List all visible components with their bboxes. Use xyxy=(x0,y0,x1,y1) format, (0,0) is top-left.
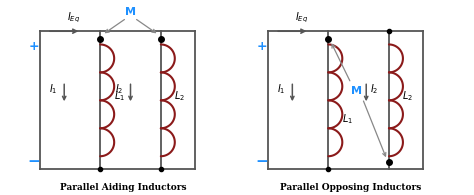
Text: $I_1$: $I_1$ xyxy=(277,82,285,96)
Text: +: + xyxy=(28,40,39,53)
Text: Parallel Aiding Inductors: Parallel Aiding Inductors xyxy=(60,183,186,192)
Text: Parallel Opposing Inductors: Parallel Opposing Inductors xyxy=(281,183,422,192)
Text: $I_{Eq}$: $I_{Eq}$ xyxy=(295,11,309,25)
Text: −: − xyxy=(255,154,268,169)
Text: $L_1$: $L_1$ xyxy=(114,90,125,104)
Text: M: M xyxy=(125,7,136,17)
Text: −: − xyxy=(27,154,40,169)
Text: $L_2$: $L_2$ xyxy=(402,90,413,104)
Text: $I_2$: $I_2$ xyxy=(370,82,378,96)
Text: +: + xyxy=(257,40,267,53)
Text: M: M xyxy=(351,86,362,96)
Text: $L_1$: $L_1$ xyxy=(342,112,353,126)
Text: $I_1$: $I_1$ xyxy=(49,82,57,96)
Text: $I_2$: $I_2$ xyxy=(115,82,123,96)
Text: $L_2$: $L_2$ xyxy=(174,90,185,104)
Text: $I_{Eq}$: $I_{Eq}$ xyxy=(67,11,80,25)
